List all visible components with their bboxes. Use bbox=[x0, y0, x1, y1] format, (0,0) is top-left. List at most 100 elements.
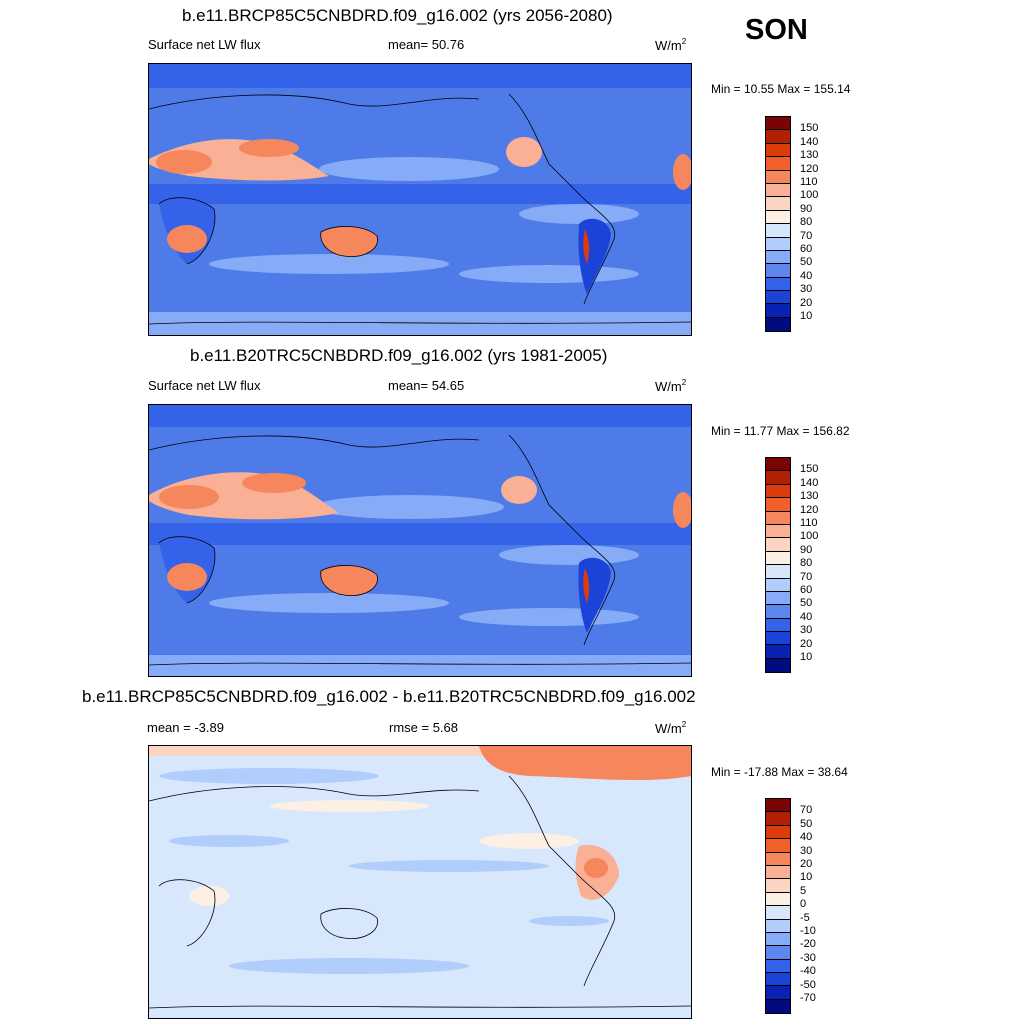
colorbar-swatch bbox=[766, 645, 790, 659]
colorbar-tick-label: 80 bbox=[800, 216, 813, 229]
colorbar-tick-label: 100 bbox=[800, 189, 819, 202]
colorbar-swatch bbox=[766, 250, 790, 265]
colorbar-tick-label: 130 bbox=[800, 490, 819, 503]
colorbar-tick-label: 90 bbox=[800, 543, 813, 556]
colorbar-swatch bbox=[766, 839, 790, 853]
panel-2-units: W/m2 bbox=[655, 378, 687, 394]
colorbar-tick-label: -20 bbox=[800, 938, 816, 951]
colorbar-swatch bbox=[766, 143, 790, 158]
colorbar-tick-label: 60 bbox=[800, 243, 813, 255]
colorbar-tick-label: 70 bbox=[800, 570, 813, 583]
panel-3-mean-label: mean = -3.89 bbox=[147, 720, 224, 735]
colorbar-tick-label: 10 bbox=[800, 310, 813, 322]
colorbar-tick-label: 10 bbox=[800, 651, 813, 663]
panel-1-mean-label: mean= 50.76 bbox=[388, 37, 465, 52]
panel-2-minmax: Min = 11.77 Max = 156.82 bbox=[711, 424, 850, 438]
colorbar-tick-label: 150 bbox=[800, 463, 819, 476]
colorbar-swatch bbox=[766, 658, 790, 673]
colorbar-swatch bbox=[766, 458, 790, 472]
colorbar-tick-label: 10 bbox=[800, 871, 813, 884]
colorbar-tick-label: 40 bbox=[800, 831, 813, 844]
colorbar-tick-label: 130 bbox=[800, 149, 819, 162]
panel-3-title: b.e11.BRCP85C5CNBDRD.f09_g16.002 - b.e11… bbox=[82, 687, 696, 706]
colorbar-swatch bbox=[766, 291, 790, 305]
colorbar-swatch bbox=[766, 591, 790, 606]
colorbar-tick-label: -70 bbox=[800, 992, 816, 1004]
colorbar-tick-label: 120 bbox=[800, 503, 819, 516]
colorbar-tick-label: -40 bbox=[800, 965, 816, 978]
colorbar-tick-label: 60 bbox=[800, 584, 813, 596]
colorbar-swatch bbox=[766, 865, 790, 880]
panel-3-map-plot bbox=[149, 746, 691, 1018]
colorbar-swatch bbox=[766, 130, 790, 144]
colorbar-tick-label: 150 bbox=[800, 122, 819, 135]
colorbar-tick-label: 70 bbox=[800, 229, 813, 242]
panel-1-map-plot bbox=[149, 64, 691, 335]
colorbar-swatch bbox=[766, 986, 790, 1000]
colorbar-swatch bbox=[766, 932, 790, 947]
colorbar-tick-label: 90 bbox=[800, 202, 813, 215]
panel-1-map bbox=[148, 63, 692, 336]
colorbar-tick-label: 20 bbox=[800, 637, 813, 650]
colorbar-swatch bbox=[766, 484, 790, 499]
colorbar-swatch bbox=[766, 906, 790, 920]
panel-1-minmax: Min = 10.55 Max = 155.14 bbox=[711, 82, 851, 96]
colorbar-tick-label: 5 bbox=[800, 884, 807, 897]
panel-3-minmax: Min = -17.88 Max = 38.64 bbox=[711, 765, 848, 779]
colorbar-swatch bbox=[766, 317, 790, 332]
colorbar-swatch bbox=[766, 946, 790, 960]
panel-1-title: b.e11.BRCP85C5CNBDRD.f09_g16.002 (yrs 20… bbox=[182, 6, 613, 25]
colorbar-swatch bbox=[766, 999, 790, 1014]
panel-2-map bbox=[148, 404, 692, 677]
panel-1-units: W/m2 bbox=[655, 37, 687, 53]
panel-1-variable-label: Surface net LW flux bbox=[148, 37, 261, 52]
colorbar-swatch bbox=[766, 210, 790, 225]
colorbar-swatch bbox=[766, 618, 790, 633]
colorbar-swatch bbox=[766, 471, 790, 485]
colorbar-swatch bbox=[766, 565, 790, 579]
colorbar-swatch bbox=[766, 277, 790, 292]
colorbar-swatch bbox=[766, 578, 790, 592]
colorbar-tick-label: 50 bbox=[800, 817, 813, 830]
colorbar-tick-label: -5 bbox=[800, 911, 810, 924]
colorbar-tick-label: 30 bbox=[800, 844, 813, 857]
colorbar-tick-label: 140 bbox=[800, 135, 819, 148]
colorbar-tick-label: 50 bbox=[800, 256, 813, 269]
colorbar-swatch bbox=[766, 551, 790, 566]
colorbar-tick-label: 100 bbox=[800, 530, 819, 543]
colorbar-swatch bbox=[766, 879, 790, 893]
colorbar-swatch bbox=[766, 157, 790, 171]
colorbar-swatch bbox=[766, 959, 790, 974]
colorbar-tick-label: -30 bbox=[800, 951, 816, 964]
panel-3-rmse-label: rmse = 5.68 bbox=[389, 720, 459, 735]
colorbar-tick-label: 30 bbox=[800, 624, 813, 637]
colorbar-tick-label: 110 bbox=[800, 176, 818, 188]
colorbar-swatch bbox=[766, 973, 790, 987]
colorbar-tick-label: 20 bbox=[800, 296, 813, 309]
colorbar-tick-label: 120 bbox=[800, 162, 819, 175]
colorbar-tick-label: 40 bbox=[800, 610, 813, 623]
colorbar-swatch bbox=[766, 511, 790, 525]
colorbar-swatch bbox=[766, 799, 790, 813]
colorbar-swatch bbox=[766, 237, 790, 251]
colorbar-swatch bbox=[766, 197, 790, 211]
panel-2-map-plot bbox=[149, 405, 691, 676]
colorbar-swatch bbox=[766, 605, 790, 619]
colorbar-tick-label: 140 bbox=[800, 476, 819, 489]
colorbar-tick-label: 80 bbox=[800, 557, 813, 570]
colorbar-swatch bbox=[766, 538, 790, 552]
colorbar-swatch bbox=[766, 170, 790, 184]
colorbar-tick-label: 0 bbox=[800, 898, 807, 911]
colorbar-swatch bbox=[766, 264, 790, 278]
panel-2-title: b.e11.B20TRC5CNBDRD.f09_g16.002 (yrs 198… bbox=[190, 346, 608, 365]
panel-1-colorbar bbox=[765, 116, 791, 333]
colorbar-swatch bbox=[766, 812, 790, 826]
colorbar-tick-label: 30 bbox=[800, 283, 813, 296]
panel-3-units: W/m2 bbox=[655, 720, 687, 736]
colorbar-swatch bbox=[766, 224, 790, 238]
colorbar-swatch bbox=[766, 183, 790, 198]
colorbar-swatch bbox=[766, 117, 790, 131]
panel-2-mean-label: mean= 54.65 bbox=[388, 378, 465, 393]
colorbar-tick-label: 70 bbox=[800, 804, 813, 817]
panel-2-colorbar bbox=[765, 457, 791, 674]
